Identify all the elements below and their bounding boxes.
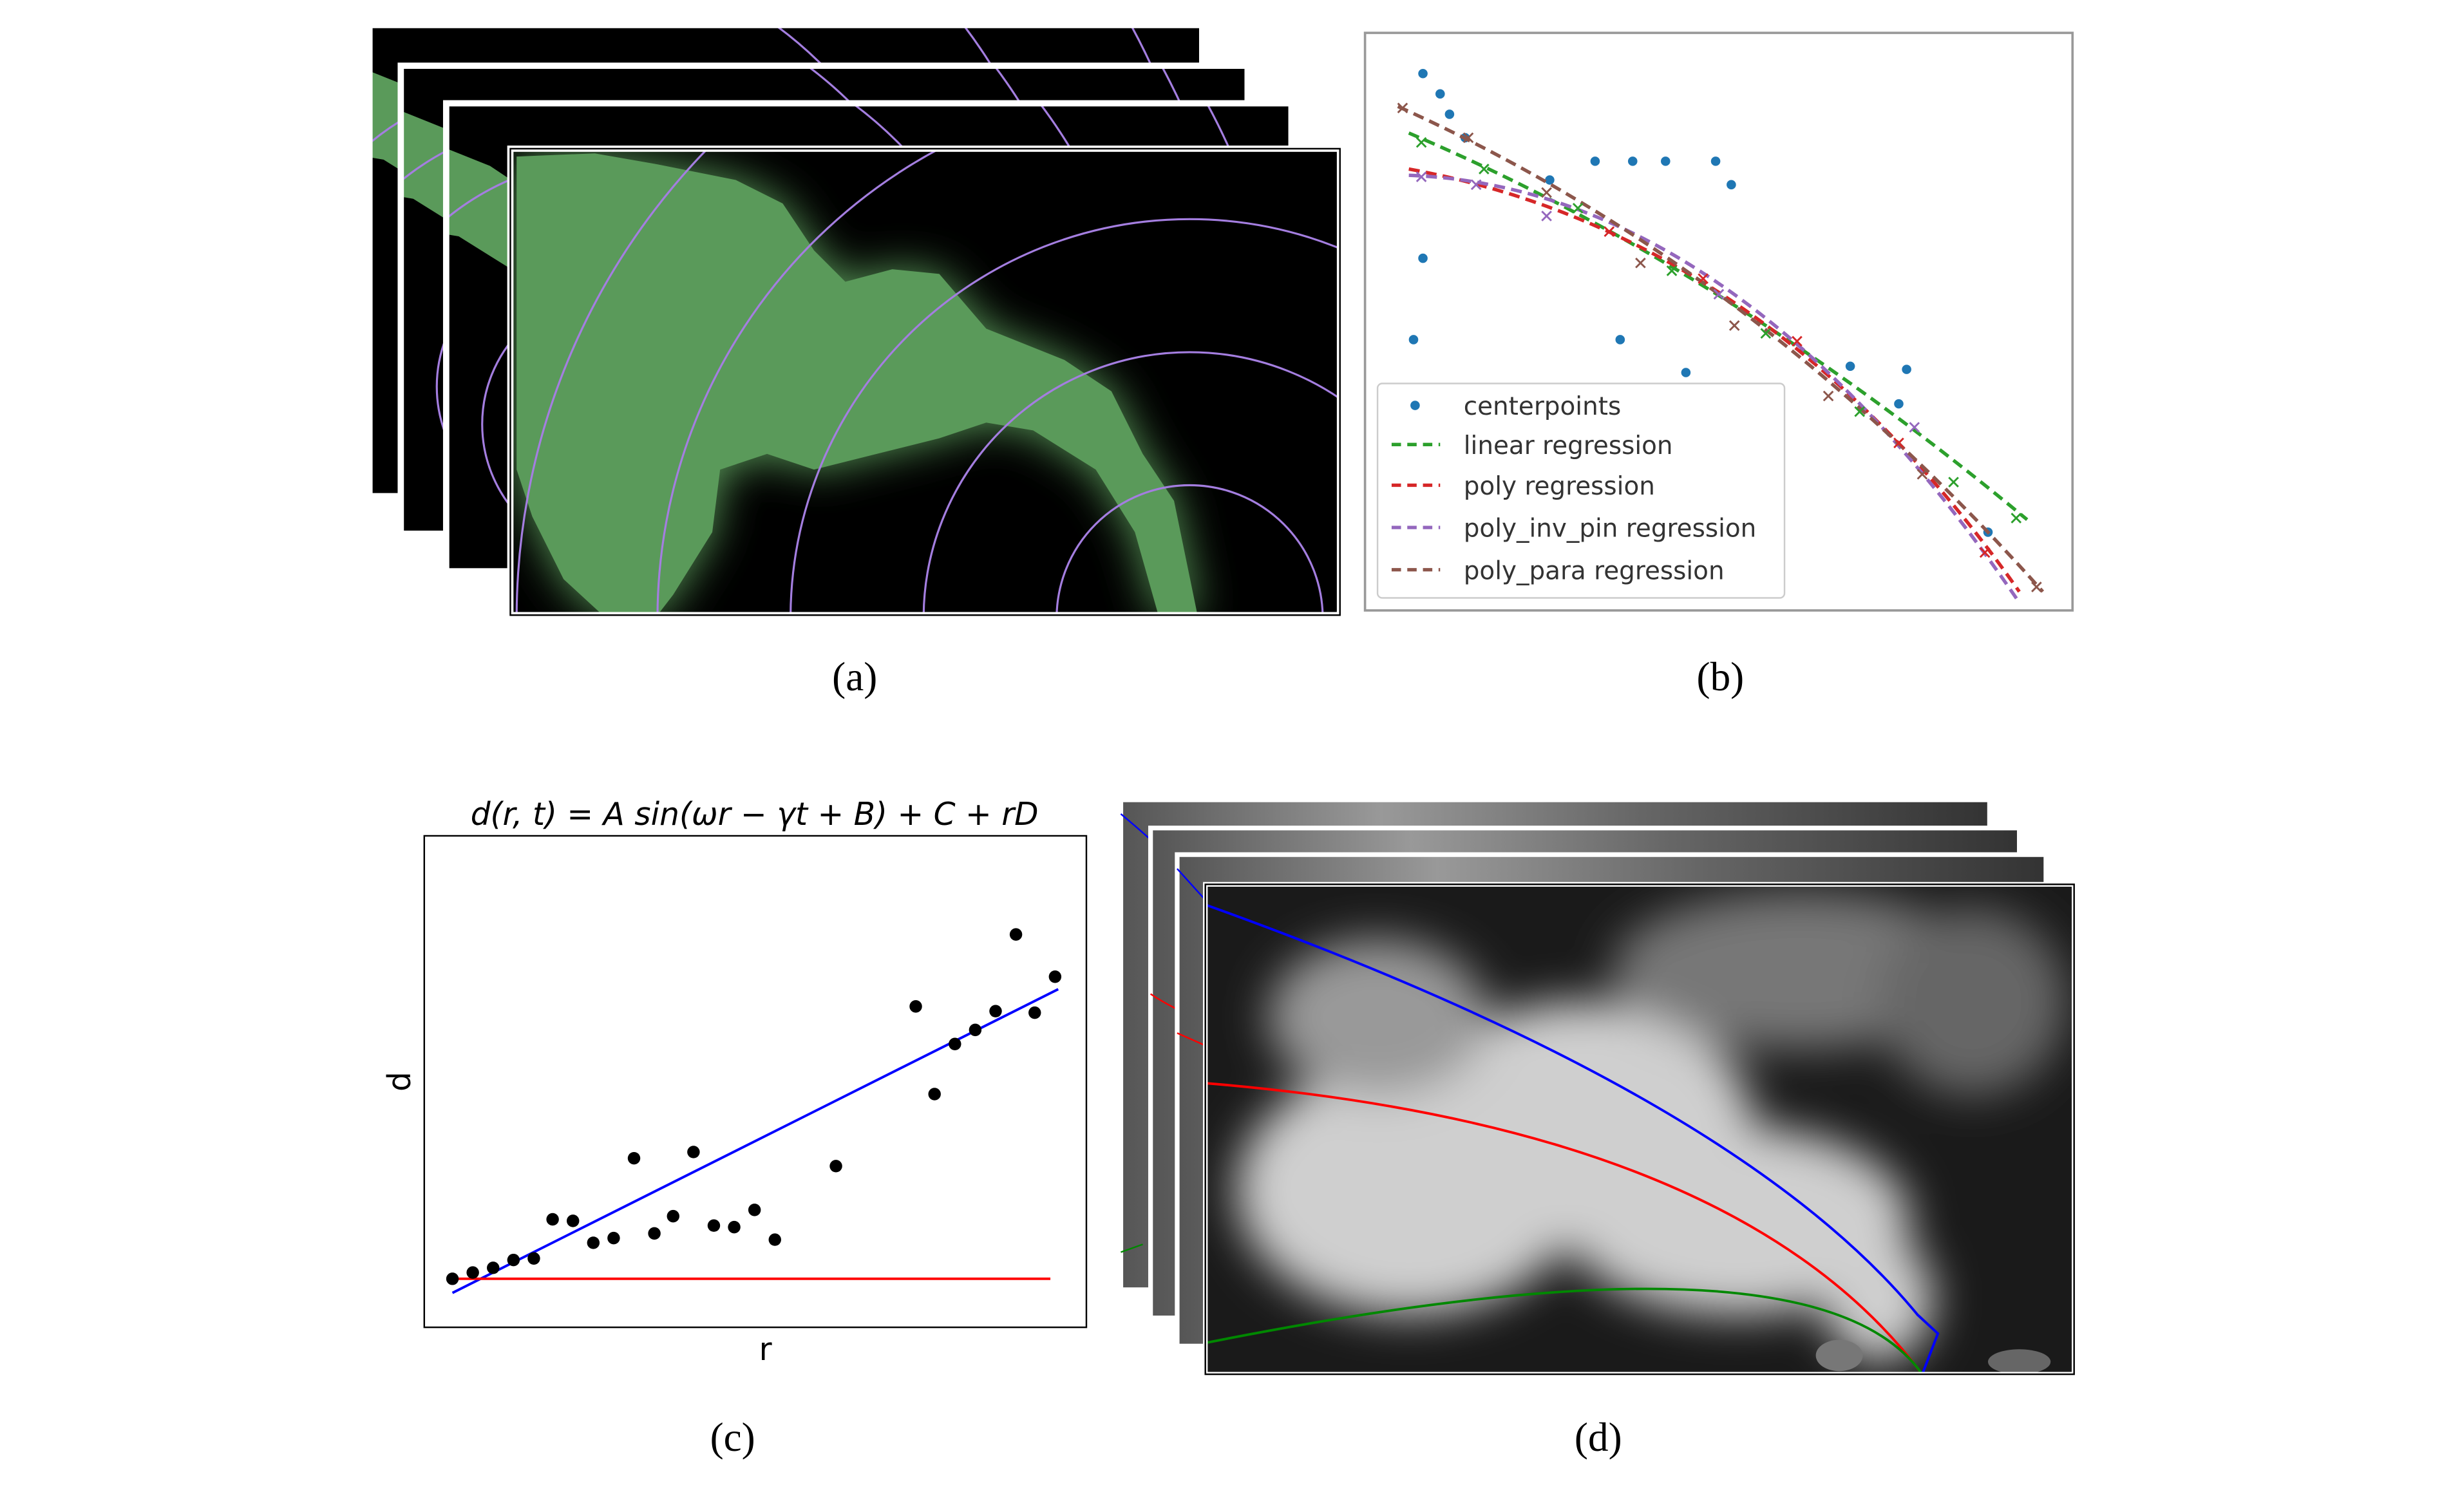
centerpoints: [1408, 68, 1993, 537]
legend-label: poly_para regression: [1464, 556, 1725, 585]
panel-b: centerpoints linear regression poly regr…: [1363, 32, 2074, 699]
caption: (d): [1575, 1415, 1622, 1460]
legend-label: linear regression: [1464, 431, 1673, 460]
legend: [1376, 383, 1786, 599]
x-axis-label: r: [759, 1332, 772, 1368]
caption: (a): [832, 654, 877, 699]
legend-label: poly regression: [1464, 472, 1655, 501]
legend-label: centerpoints: [1464, 392, 1621, 421]
equation: d(r, t) = A sin(ωr − γt + B) + C + rD: [471, 797, 1039, 833]
caption: (c): [710, 1415, 755, 1460]
data-points: [446, 928, 1062, 1285]
legend-label: poly_inv_pin regression: [1464, 515, 1757, 543]
caption: (b): [1697, 654, 1745, 699]
panel-d: (d): [1118, 797, 2077, 1460]
panel-c: d(r, t) = A sin(ωr − γt + B) + C + rD r …: [382, 797, 1088, 1460]
y-axis-label: d: [382, 1072, 418, 1091]
panel-a: (a): [371, 26, 1341, 699]
